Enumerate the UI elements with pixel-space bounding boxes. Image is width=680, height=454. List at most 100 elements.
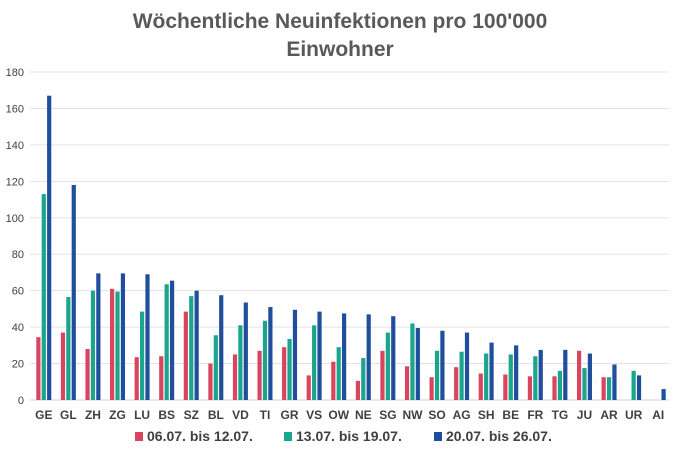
legend-swatch-1 xyxy=(135,432,143,441)
bar-vd-series-1 xyxy=(232,354,238,400)
bar-so-series-3 xyxy=(440,330,445,400)
legend-label-3: 20.07. bis 26.07. xyxy=(446,428,552,444)
bar-nw-series-3 xyxy=(415,328,420,400)
bar-ag-series-1 xyxy=(454,367,459,400)
y-tick-label: 80 xyxy=(12,249,24,261)
bar-be-series-3 xyxy=(514,345,519,400)
bar-lu-series-2 xyxy=(139,311,145,400)
bar-gr-series-2 xyxy=(287,338,292,400)
bar-ar-series-3 xyxy=(612,364,617,400)
bar-gl-series-2 xyxy=(66,297,71,400)
x-category-label: GL xyxy=(60,408,77,422)
bar-sh-series-2 xyxy=(484,353,489,400)
x-category-label: VS xyxy=(306,408,322,422)
x-category-label: FR xyxy=(527,408,543,422)
bar-ne-series-2 xyxy=(361,358,366,400)
bar-nw-series-2 xyxy=(410,323,415,400)
bar-bl-series-2 xyxy=(213,335,218,400)
bar-ur-series-2 xyxy=(631,370,636,400)
x-category-label: AR xyxy=(600,408,618,422)
bar-fr-series-2 xyxy=(533,356,538,400)
y-tick-label: 120 xyxy=(6,176,24,188)
x-category-label: TG xyxy=(552,408,569,422)
bar-ju-series-2 xyxy=(582,368,587,400)
bar-fr-series-3 xyxy=(538,349,543,400)
legend: 06.07. bis 12.07. 13.07. bis 19.07. 20.07.… xyxy=(135,428,552,444)
bar-ur-series-3 xyxy=(636,375,642,400)
bar-sz-series-2 xyxy=(189,296,194,400)
bar-sg-series-3 xyxy=(391,316,396,400)
y-tick-label: 100 xyxy=(6,213,24,225)
bar-vs-series-3 xyxy=(317,311,322,400)
bar-ne-series-3 xyxy=(366,314,371,400)
bar-gr-series-1 xyxy=(282,347,287,400)
bar-ge-series-3 xyxy=(47,95,52,400)
bar-sg-series-1 xyxy=(380,350,385,400)
bar-zh-series-1 xyxy=(85,348,90,400)
bar-ge-series-1 xyxy=(36,337,41,400)
bar-ar-series-1 xyxy=(601,377,606,400)
legend-label-1: 06.07. bis 12.07. xyxy=(147,428,253,444)
y-tick-label: 20 xyxy=(12,359,24,371)
bar-ow-series-3 xyxy=(342,313,347,400)
x-category-label: VD xyxy=(232,408,249,422)
x-category-label: SZ xyxy=(184,408,199,422)
chart-title-line-2: Einwohner xyxy=(286,38,393,61)
x-category-label: ZH xyxy=(85,408,101,422)
x-category-label: UR xyxy=(625,408,643,422)
x-category-label: NE xyxy=(355,408,372,422)
bar-gl-series-1 xyxy=(60,332,66,400)
bar-sz-series-1 xyxy=(183,311,188,400)
x-category-label: JU xyxy=(577,408,592,422)
x-category-label: SH xyxy=(478,408,495,422)
bar-zg-series-1 xyxy=(110,288,115,400)
bar-zg-series-3 xyxy=(120,273,126,400)
bar-be-series-2 xyxy=(508,354,513,400)
x-category-label: TI xyxy=(260,408,271,422)
y-axis-ticks: 0 20 40 60 80 100 120 140 160 180 xyxy=(6,67,24,407)
x-axis-categories: GE GL ZH ZG LU BS SZ BL VD TI GR VS OW NE SG NW SO AG SH BE… xyxy=(35,408,664,422)
bar-bl-series-1 xyxy=(208,363,213,400)
y-tick-label: 60 xyxy=(12,286,24,298)
bar-gr-series-3 xyxy=(292,309,298,400)
bar-vs-series-2 xyxy=(312,325,317,400)
bar-sh-series-3 xyxy=(489,342,494,400)
bar-zg-series-2 xyxy=(115,291,120,400)
bar-ti-series-2 xyxy=(262,320,268,400)
x-category-label: SO xyxy=(428,408,445,422)
y-tick-label: 140 xyxy=(6,140,24,152)
y-tick-label: 40 xyxy=(12,322,24,334)
chart-title-line-1: Wöchentliche Neuinfektionen pro 100'000 xyxy=(133,10,548,33)
x-category-label: AG xyxy=(453,408,471,422)
x-category-label: OW xyxy=(328,408,349,422)
legend-swatch-3 xyxy=(434,432,442,441)
bar-ai-series-3 xyxy=(661,389,666,400)
bar-sh-series-1 xyxy=(478,373,483,400)
bar-tg-series-3 xyxy=(563,349,568,400)
bar-tg-series-1 xyxy=(552,376,557,400)
bar-bl-series-3 xyxy=(219,295,224,400)
bar-ju-series-1 xyxy=(576,350,582,400)
bar-ar-series-2 xyxy=(606,377,612,400)
legend-label-2: 13.07. bis 19.07. xyxy=(296,428,402,444)
x-category-label: GE xyxy=(35,408,52,422)
bar-ow-series-1 xyxy=(331,361,336,400)
x-category-label: ZG xyxy=(109,408,126,422)
bar-fr-series-1 xyxy=(527,376,533,400)
x-category-label: NW xyxy=(402,408,423,422)
bar-ow-series-2 xyxy=(336,347,341,400)
x-category-label: BS xyxy=(158,408,175,422)
bar-be-series-1 xyxy=(503,374,508,400)
bar-vd-series-2 xyxy=(238,325,243,400)
legend-swatch-2 xyxy=(284,432,292,441)
bar-lu-series-3 xyxy=(145,274,150,400)
bar-ne-series-1 xyxy=(355,380,360,400)
bar-tg-series-2 xyxy=(557,370,563,400)
bar-ge-series-2 xyxy=(41,194,46,400)
x-category-label: AI xyxy=(652,408,664,422)
bar-sg-series-2 xyxy=(385,332,390,400)
y-tick-label: 0 xyxy=(18,395,24,407)
bar-ti-series-1 xyxy=(257,350,262,400)
